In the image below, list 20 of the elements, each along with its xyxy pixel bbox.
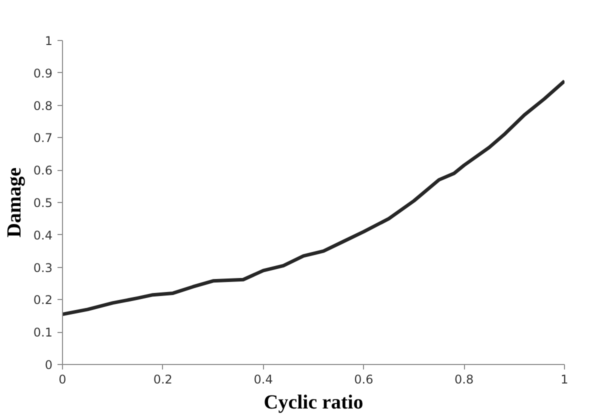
x-tick-label: 0.6 bbox=[354, 372, 374, 386]
x-tick-label: 0.2 bbox=[153, 372, 172, 386]
y-tick-label: 0.2 bbox=[33, 293, 53, 308]
x-tick-label: 0.8 bbox=[454, 372, 474, 386]
line-series bbox=[62, 79, 564, 316]
y-tick-label: 0.6 bbox=[33, 164, 53, 178]
y-axis-title: Damage bbox=[3, 167, 26, 238]
y-tick-label: 0.7 bbox=[33, 131, 53, 146]
y-tick-label: 0 bbox=[44, 358, 53, 372]
y-tick-label: 0.5 bbox=[33, 196, 53, 210]
x-tick-label: 0 bbox=[58, 372, 66, 386]
y-tick-label: 0.3 bbox=[33, 260, 53, 275]
x-axis-title: Cyclic ratio bbox=[264, 392, 364, 414]
y-tick-label: 1 bbox=[44, 34, 53, 48]
y-tick-label: 0.9 bbox=[33, 66, 53, 80]
y-tick-label: 0.1 bbox=[33, 326, 53, 340]
y-tick-label: 0.8 bbox=[33, 98, 53, 113]
y-tick-label: 0.4 bbox=[33, 228, 53, 242]
x-tick-label: 1 bbox=[560, 372, 568, 386]
x-tick-label: 0.4 bbox=[254, 372, 273, 386]
